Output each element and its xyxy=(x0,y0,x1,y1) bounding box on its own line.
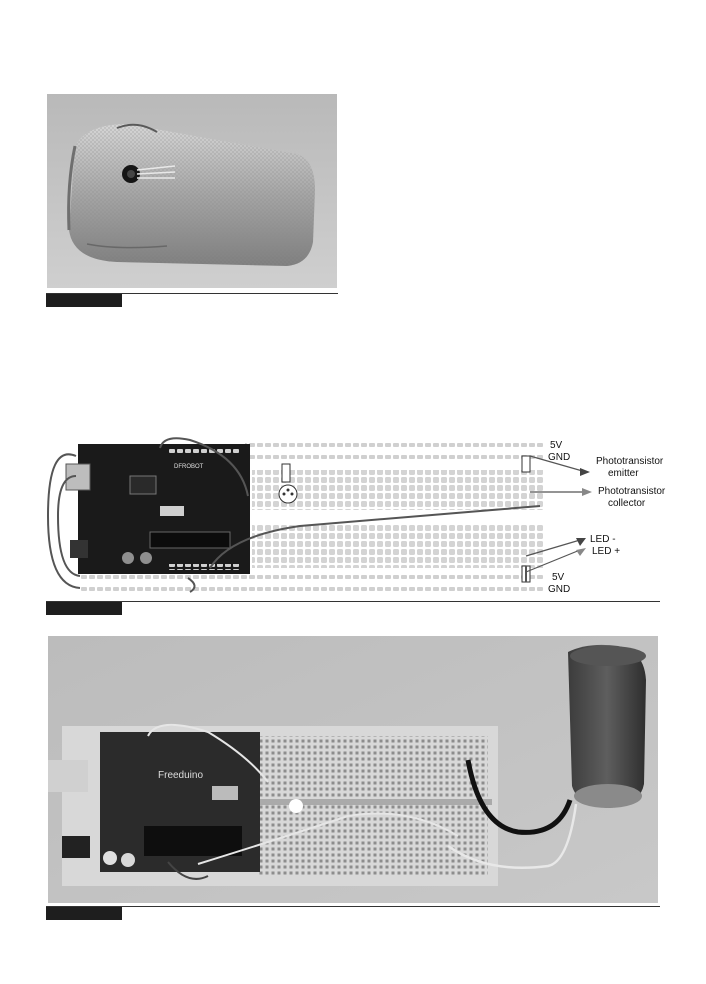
top-5v-label: 5V xyxy=(550,440,563,451)
bottom-5v-label: 5V xyxy=(552,572,565,583)
top-rail-5v xyxy=(245,442,545,449)
led-minus-label: LED - xyxy=(590,534,616,545)
bottom-rail-5v xyxy=(80,574,545,581)
figure-3-caption-rule xyxy=(46,906,660,907)
resistor-2 xyxy=(521,455,531,473)
assembled-circuit-photo: Freeduino xyxy=(48,636,658,903)
figure-1-caption-rule xyxy=(46,293,338,294)
resistor-1 xyxy=(281,463,291,483)
arduino-board: DFROBOT xyxy=(65,444,250,574)
photo-wires xyxy=(147,723,578,880)
bottom-rail-gnd xyxy=(80,586,545,593)
svg-text:Freeduino: Freeduino xyxy=(158,770,203,781)
led-plus-label: LED + xyxy=(592,546,620,557)
figure-2-caption-tab xyxy=(46,601,122,615)
figure-3-caption-tab xyxy=(46,906,122,920)
photo-arduino: Freeduino xyxy=(48,732,260,872)
photo-sensor-tube xyxy=(568,644,646,808)
collector-label-line2: collector xyxy=(608,498,646,509)
wrapped-sensor-photo xyxy=(47,94,337,288)
phototransistor-icon xyxy=(122,165,176,183)
taped-tube xyxy=(67,123,315,266)
led-icon xyxy=(289,799,303,813)
breadboard-bottom-block xyxy=(252,524,544,568)
svg-text:DFROBOT: DFROBOT xyxy=(174,464,204,470)
figure-2-caption-rule xyxy=(46,601,660,602)
breadboard-top-block xyxy=(252,470,544,510)
bottom-gnd-label: GND xyxy=(548,584,570,595)
top-rail-gnd xyxy=(245,454,545,461)
collector-label-line1: Phototransistor xyxy=(598,486,666,497)
phototransistor-symbol xyxy=(278,484,298,504)
wires xyxy=(46,437,541,593)
breadboard-wiring-diagram: DFROBOT 5V GND xyxy=(40,436,680,598)
top-gnd-label: GND xyxy=(548,452,570,463)
emitter-label-line1: Phototransistor xyxy=(596,456,664,467)
emitter-label-line2: emitter xyxy=(608,468,639,479)
figure-1-caption-tab xyxy=(46,293,122,307)
